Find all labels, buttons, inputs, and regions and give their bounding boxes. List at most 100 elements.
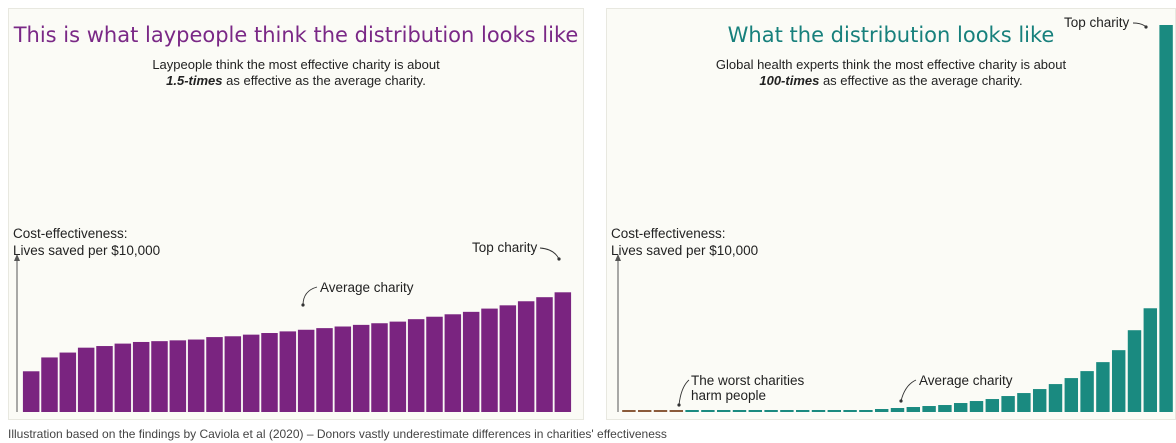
bar-6 (132, 341, 150, 412)
bar-9 (764, 410, 778, 412)
bar-19 (371, 323, 388, 412)
bar-17 (890, 408, 905, 412)
chart-subtitle-line1: Global health experts think the most eff… (715, 57, 1067, 72)
y-axis-label: Cost-effectiveness: Lives saved per $10,… (611, 225, 758, 259)
annotation-arrowhead (899, 399, 903, 403)
bar-5 (114, 343, 132, 412)
y-axis-label-line2: Lives saved per $10,000 (13, 243, 161, 258)
bar-9 (187, 339, 205, 412)
bar-26 (1032, 389, 1047, 412)
bar-1 (41, 357, 58, 412)
bar-33 (1143, 308, 1158, 412)
bar-30 (1096, 362, 1110, 412)
chart-title: What the distribution looks like (727, 23, 1055, 47)
chart-subtitle-line2: 1.5-times as effective as the average ch… (9, 73, 583, 88)
annotation-arrow (678, 379, 690, 406)
bar-4 (96, 346, 113, 412)
annotation-label: The worst charities (691, 373, 805, 388)
bar-18 (352, 324, 370, 412)
bar-5 (701, 410, 715, 412)
annotation-arrowhead (557, 257, 561, 261)
subtitle-rest: as effective as the average charity. (819, 73, 1023, 88)
bar-12 (811, 410, 826, 412)
multiplier-text: 1.5-times (166, 73, 223, 88)
bar-24 (462, 311, 480, 412)
y-axis-label: Cost-effectiveness: Lives saved per $10,… (13, 225, 160, 259)
bar-10 (206, 337, 223, 412)
bar-11 (224, 336, 242, 412)
bar-22 (969, 401, 984, 412)
annotation-label: Average charity (919, 373, 1013, 388)
bar-20 (389, 321, 407, 412)
bar-28 (1064, 378, 1079, 412)
bar-20 (938, 405, 952, 412)
bar-28 (536, 297, 553, 412)
annotation-arrow (302, 286, 318, 306)
bar-23 (985, 399, 1000, 412)
bar-negative-0 (622, 410, 636, 412)
bar-21 (953, 403, 968, 412)
bar-22 (426, 316, 443, 412)
bar-15 (859, 410, 873, 412)
actual-distribution-panel: What the distribution looks like Global … (606, 8, 1176, 420)
bar-23 (444, 314, 462, 412)
annotation-arrow (900, 379, 917, 402)
chart-subtitle-line2: 100-times as effective as the average ch… (607, 73, 1175, 88)
bar-negative-3 (669, 410, 684, 412)
annotation-label: Top charity (1064, 15, 1130, 30)
annotation-label-line2: harm people (691, 388, 766, 403)
y-axis-label-line1: Cost-effectiveness: (611, 226, 726, 241)
bar-18 (906, 407, 921, 412)
bar-12 (242, 334, 260, 412)
bar-13 (827, 410, 842, 412)
bar-19 (922, 406, 936, 412)
bar-31 (1111, 350, 1126, 412)
bar-0 (22, 371, 40, 412)
bar-29 (554, 292, 572, 412)
y-axis-label-line2: Lives saved per $10,000 (611, 243, 759, 258)
bar-25 (481, 308, 498, 412)
annotation-arrowhead (1144, 25, 1148, 29)
bar-16 (874, 409, 889, 412)
bar-negative-2 (653, 410, 668, 412)
y-axis-label-line1: Cost-effectiveness: (13, 226, 128, 241)
bar-2 (59, 352, 77, 412)
bar-chart-lay: Average charity Top charity (14, 240, 572, 412)
chart-title: This is what laypeople think the distrib… (13, 23, 579, 47)
chart-subtitle-line1: Laypeople think the most effective chari… (152, 57, 440, 72)
bar-8 (169, 340, 187, 412)
bar-24 (1001, 396, 1015, 412)
bar-21 (407, 319, 425, 412)
y-axis-arrow (14, 254, 20, 261)
annotation-label: Top charity (472, 240, 538, 255)
bar-27 (1048, 384, 1063, 412)
annotation-arrow (1132, 22, 1147, 28)
bar-10 (780, 410, 794, 412)
source-caption: Illustration based on the findings by Ca… (8, 427, 667, 441)
annotation-arrowhead (301, 303, 305, 307)
bar-14 (279, 331, 297, 412)
bar-25 (1017, 393, 1031, 412)
bar-29 (1080, 371, 1094, 412)
bar-13 (261, 333, 278, 412)
bar-7 (151, 341, 168, 412)
subtitle-rest: as effective as the average charity. (222, 73, 426, 88)
bar-negative-1 (637, 410, 652, 412)
bar-17 (334, 326, 352, 412)
annotation-arrow (539, 247, 560, 260)
annotation-label: Average charity (320, 280, 414, 295)
bar-4 (685, 410, 699, 412)
bar-6 (716, 410, 731, 412)
bar-26 (499, 305, 517, 412)
y-axis-arrow (615, 254, 621, 261)
bar-34 (1159, 24, 1173, 412)
bar-14 (843, 410, 857, 412)
bar-3 (77, 347, 95, 412)
bar-15 (297, 329, 315, 412)
annotation-arrowhead (677, 403, 681, 407)
multiplier-text: 100-times (759, 73, 820, 88)
bar-8 (748, 410, 763, 412)
bar-11 (795, 410, 810, 412)
lay-distribution-panel: This is what laypeople think the distrib… (8, 8, 584, 420)
